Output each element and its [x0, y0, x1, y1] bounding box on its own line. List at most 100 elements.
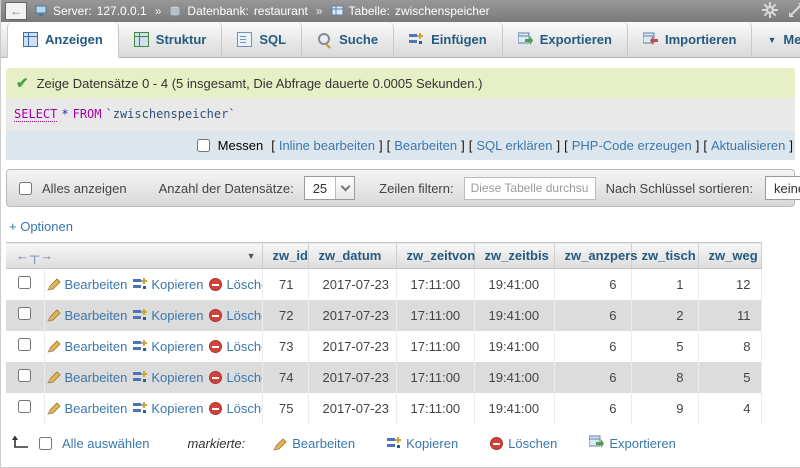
cell-zw-anzpers: 6 [554, 392, 632, 424]
num-rows-select[interactable]: 25 [303, 176, 356, 200]
column-header-zw-weg[interactable]: zw_weg [698, 242, 762, 269]
row-checkbox[interactable] [18, 307, 32, 320]
delete-minus-icon [209, 277, 223, 291]
tab-bar: Anzeigen Struktur SQL Suche Einfügen Exp… [1, 22, 800, 58]
row-checkbox[interactable] [18, 338, 32, 351]
cell-zw-datum: 2017-07-23 [308, 392, 397, 424]
explain-sql-link[interactable]: SQL erklären [476, 138, 553, 153]
check-all-link[interactable]: Alle auswählen [62, 436, 150, 451]
edit-row-link[interactable]: Bearbeiten [46, 401, 127, 416]
edit-row-link[interactable]: Bearbeiten [46, 308, 127, 323]
cell-zw-zeitbis: 19:41:00 [474, 361, 555, 393]
table-row: Bearbeiten Kopieren Löschen 72 2017-07-2… [6, 299, 762, 331]
table-icon [331, 5, 344, 17]
bracket: [ [271, 138, 275, 153]
options-toggle-link[interactable]: + Optionen [9, 219, 73, 234]
sql-keyword-select[interactable]: SELECT [14, 107, 58, 122]
tab-search[interactable]: Suche [302, 22, 395, 57]
success-check-icon: ✔ [16, 75, 29, 92]
sql-star: * [61, 107, 69, 121]
delete-minus-icon [490, 437, 504, 450]
delete-row-link[interactable]: Löschen [209, 370, 261, 385]
nav-panel-toggle-button[interactable]: ← [5, 2, 27, 20]
copy-icon [133, 308, 148, 322]
settings-gear-icon[interactable] [762, 2, 778, 21]
copy-row-link[interactable]: Kopieren [133, 401, 203, 416]
topbar-actions [762, 2, 800, 21]
refresh-link[interactable]: Aktualisieren [710, 138, 786, 153]
copy-row-link[interactable]: Kopieren [133, 277, 203, 292]
tab-label: Anzeigen [45, 32, 103, 47]
edit-sql-link[interactable]: Bearbeiten [394, 138, 458, 153]
cell-zw-id: 72 [262, 299, 309, 331]
sql-keyword-from: FROM [72, 107, 102, 121]
edit-row-link[interactable]: Bearbeiten [46, 277, 127, 292]
copy-icon [133, 339, 148, 353]
export-selected-link[interactable]: Exportieren [588, 435, 676, 452]
column-header-zw-zeitvon[interactable]: zw_zeitvon [396, 242, 475, 269]
create-php-code-link[interactable]: PHP-Code erzeugen [571, 138, 692, 153]
delete-selected-link[interactable]: Löschen [490, 436, 557, 451]
delete-row-link[interactable]: Löschen [209, 277, 261, 292]
show-all-label: Alles anzeigen [42, 180, 127, 196]
sql-tools-row: Messen [ Inline bearbeiten ] [ Bearbeite… [6, 131, 795, 160]
breadcrumb-db-link[interactable]: restaurant [253, 4, 308, 18]
tab-structure[interactable]: Struktur [119, 22, 223, 57]
column-header-zw-anzpers[interactable]: zw_anzpers [554, 242, 638, 269]
sort-by-key-label: Nach Schlüssel sortieren: [605, 180, 753, 196]
column-move-icon[interactable]: ←┬→ [16, 248, 55, 263]
copy-row-link[interactable]: Kopieren [133, 370, 203, 385]
row-checkbox[interactable] [18, 400, 32, 413]
breadcrumb-server-label: Server: [53, 4, 92, 18]
tab-import[interactable]: Importieren [628, 22, 753, 57]
column-header-zw-tisch[interactable]: zw_tisch [631, 242, 699, 269]
column-header-zw-id[interactable]: zw_id [262, 242, 309, 269]
delete-row-link[interactable]: Löschen [209, 308, 261, 323]
cell-zw-weg: 5 [698, 361, 762, 393]
bracket: [ [564, 138, 568, 153]
bracket: ] [378, 138, 383, 153]
profiling-checkbox[interactable] [196, 139, 210, 152]
copy-row-link[interactable]: Kopieren [133, 308, 203, 323]
tab-sql[interactable]: SQL [222, 22, 303, 57]
delete-minus-icon [209, 370, 223, 384]
inline-edit-link[interactable]: Inline bearbeiten [278, 138, 375, 153]
tab-browse[interactable]: Anzeigen [7, 22, 119, 58]
tab-export[interactable]: Exportieren [503, 22, 628, 57]
cell-zw-weg: 4 [698, 392, 762, 424]
num-rows-value: 25 [312, 180, 328, 196]
cell-zw-zeitbis: 19:41:00 [474, 330, 555, 362]
check-all-checkbox[interactable] [39, 437, 52, 450]
column-header-zw-datum[interactable]: zw_datum [308, 242, 397, 269]
cell-zw-id: 74 [262, 361, 309, 393]
delete-row-link[interactable]: Löschen [209, 339, 261, 354]
copy-icon [133, 277, 148, 291]
cell-zw-datum: 2017-07-23 [308, 361, 397, 393]
tab-insert[interactable]: Einfügen [394, 22, 503, 57]
delete-row-link[interactable]: Löschen [209, 401, 261, 416]
sort-indicator-icon[interactable]: ▼ [246, 250, 256, 261]
profiling-label: Messen [217, 138, 264, 153]
breadcrumb-db-label: Datenbank: [187, 4, 249, 18]
row-checkbox[interactable] [18, 369, 32, 382]
tab-more[interactable]: ▼ Mehr [752, 22, 800, 57]
bracket: [ [703, 138, 707, 153]
edit-row-link[interactable]: Bearbeiten [46, 339, 127, 354]
copy-row-link[interactable]: Kopieren [133, 339, 203, 354]
edit-selected-link[interactable]: Bearbeiten [273, 436, 355, 451]
results-table: ←┬→ ▼ zw_id zw_datum zw_zeitvon zw_zeitb… [6, 242, 762, 424]
breadcrumb-table-link[interactable]: zwischenspeicher [394, 4, 490, 18]
check-all-arrow-icon [11, 435, 29, 453]
filter-rows-input[interactable] [463, 176, 596, 200]
sort-by-key-select[interactable]: keine [765, 176, 800, 200]
filter-rows-label: Zeilen filtern: [379, 180, 454, 196]
edit-row-link[interactable]: Bearbeiten [46, 370, 127, 385]
structure-icon [133, 32, 149, 47]
row-checkbox[interactable] [18, 276, 32, 290]
copy-selected-link[interactable]: Kopieren [387, 436, 458, 451]
show-all-checkbox[interactable] [19, 181, 32, 195]
expand-querybox-icon[interactable] [788, 2, 800, 21]
column-header-zw-zeitbis[interactable]: zw_zeitbis [474, 242, 555, 269]
breadcrumb-server-link[interactable]: 127.0.0.1 [96, 4, 147, 18]
